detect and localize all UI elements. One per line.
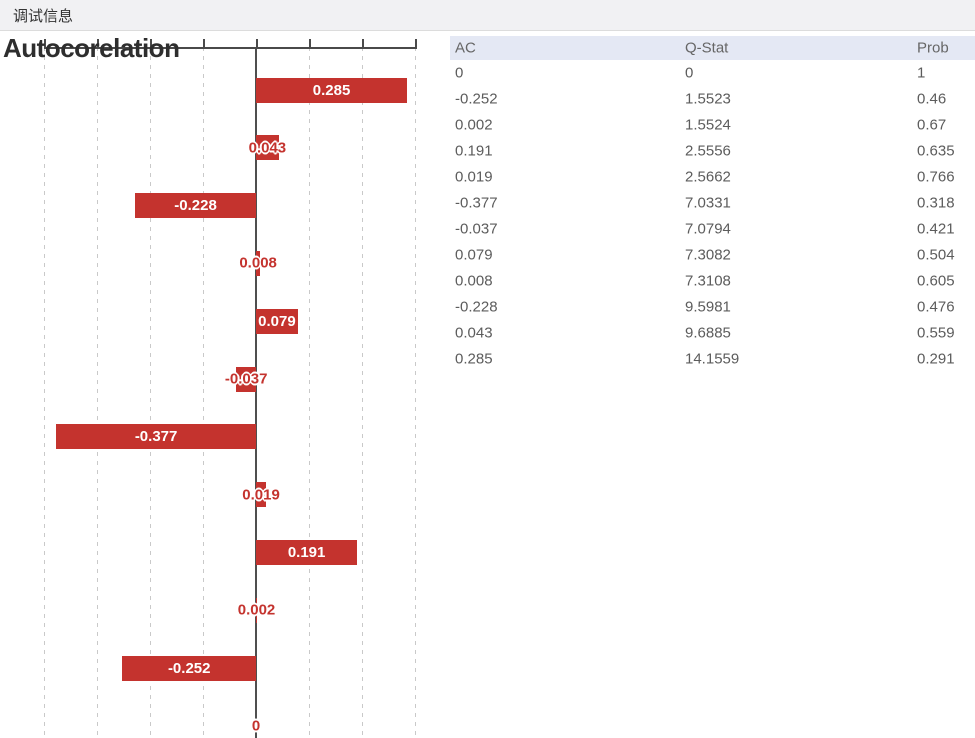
autocorrelation-bar (236, 366, 256, 392)
table-cell: 0.476 (917, 298, 955, 316)
axis-tick (362, 39, 364, 47)
bar-value-label: 0.008 (239, 254, 277, 272)
table-cell: 0 (685, 64, 694, 82)
bar-value-label: -0.228 (174, 197, 217, 215)
table-cell: 2.5662 (685, 168, 731, 186)
table-row: -0.228 9.5981 0.476 (450, 294, 975, 320)
table-row: 0.002 1.5524 0.67 (450, 112, 975, 138)
gridline (44, 47, 45, 738)
table-cell: 0.605 (917, 272, 955, 290)
table-cell: 0.421 (917, 220, 955, 238)
table-cell: -0.228 (455, 298, 498, 316)
table-row: 0.191 2.5556 0.635 (450, 138, 975, 164)
stats-table-body: 0 0 1 -0.252 1.5523 0.46 0.002 1.5524 0.67 0.191 2… (450, 60, 975, 372)
autocorrelation-chart: Autocorelation 0.285 0.043 -0.228 0.008 0.07… (0, 32, 450, 738)
bar-value-label: 0.043 (248, 139, 287, 157)
table-cell: 7.0794 (685, 220, 731, 238)
column-header-ac: AC (455, 39, 476, 57)
table-cell: 9.6885 (685, 324, 731, 342)
table-cell: 0.291 (917, 350, 955, 368)
bar-value-label: -0.037 (224, 370, 268, 388)
axis-tick (256, 39, 258, 47)
autocorrelation-bar: 0.191 (256, 540, 358, 566)
bar-value-label: -0.377 (134, 428, 178, 446)
axis-tick (44, 39, 46, 47)
table-cell: 0.079 (455, 246, 493, 264)
table-row: 0.043 9.6885 0.559 (450, 320, 975, 346)
table-row: 0 0 1 (450, 60, 975, 86)
table-row: 0.008 7.3108 0.605 (450, 268, 975, 294)
table-cell: 14.1559 (685, 350, 740, 368)
table-cell: 0.008 (455, 272, 493, 290)
table-cell: 0.002 (455, 116, 493, 134)
autocorrelation-bar: 0.079 (256, 308, 298, 334)
table-cell: 7.3082 (685, 246, 731, 264)
table-cell: 0.019 (455, 168, 493, 186)
gridline (362, 47, 363, 738)
table-row: 0.019 2.5662 0.766 (450, 164, 975, 190)
table-cell: 7.0331 (685, 194, 731, 212)
axis-tick (150, 39, 152, 47)
autocorrelation-bar (256, 135, 279, 161)
table-cell: -0.037 (455, 220, 498, 238)
gridline (203, 47, 204, 738)
table-cell: 1.5523 (685, 90, 731, 108)
bar-value-label: 0.002 (237, 601, 276, 619)
table-cell: 0.504 (917, 246, 955, 264)
table-cell: 0.766 (917, 168, 955, 186)
table-cell: -0.252 (455, 90, 498, 108)
gridline (415, 47, 416, 738)
table-cell: 1.5524 (685, 116, 731, 134)
top-axis-line (44, 47, 417, 49)
table-row: -0.252 1.5523 0.46 (450, 86, 975, 112)
table-cell: 0.635 (917, 142, 955, 160)
chart-title: Autocorelation (3, 33, 180, 63)
stats-table-header: AC Q-Stat Prob (450, 36, 975, 60)
bar-value-label: 0.285 (312, 81, 351, 99)
autocorrelation-bar (256, 250, 261, 276)
table-cell: 0.191 (455, 142, 493, 160)
table-row: 0.285 14.1559 0.291 (450, 346, 975, 372)
gridline (97, 47, 98, 738)
table-cell: 0 (455, 64, 464, 82)
table-cell: 0.318 (917, 194, 955, 212)
axis-tick (309, 39, 311, 47)
bar-value-label: 0.191 (287, 544, 326, 562)
table-cell: 9.5981 (685, 298, 731, 316)
table-cell: 0.46 (917, 90, 947, 108)
table-cell: 0.043 (455, 324, 493, 342)
autocorrelation-bar: -0.252 (122, 655, 256, 681)
gridline (150, 47, 151, 738)
table-cell: 2.5556 (685, 142, 731, 160)
table-row: 0.079 7.3082 0.504 (450, 242, 975, 268)
table-cell: -0.377 (455, 194, 498, 212)
table-cell: 0.67 (917, 116, 947, 134)
window-title: 调试信息 (13, 7, 74, 25)
table-cell: 0.285 (455, 350, 493, 368)
table-cell: 7.3108 (685, 272, 731, 290)
autocorrelation-bar: -0.228 (135, 193, 256, 219)
gridline (309, 47, 310, 738)
bar-value-label: 0.079 (258, 312, 296, 330)
table-cell: 0.559 (917, 324, 955, 342)
bar-value-label: -0.252 (167, 659, 211, 677)
stats-table: AC Q-Stat Prob 0 0 1 -0.252 1.5523 0.46 0.002 1… (450, 36, 975, 372)
bar-value-label: 0 (251, 717, 261, 735)
autocorrelation-bar (256, 482, 267, 508)
column-header-prob: Prob (917, 39, 949, 57)
debug-info-titlebar: 调试信息 (0, 0, 975, 31)
table-row: -0.377 7.0331 0.318 (450, 190, 975, 216)
column-header-qstat: Q-Stat (685, 39, 729, 57)
bar-value-label: 0.019 (242, 486, 280, 504)
zero-axis-line (255, 47, 257, 738)
autocorrelation-bar (256, 597, 258, 623)
table-row: -0.037 7.0794 0.421 (450, 216, 975, 242)
axis-tick (203, 39, 205, 47)
axis-tick (97, 39, 99, 47)
axis-tick (415, 39, 417, 47)
table-cell: 1 (917, 64, 926, 82)
autocorrelation-bar: -0.377 (56, 424, 256, 450)
autocorrelation-bar: 0.285 (256, 77, 408, 103)
